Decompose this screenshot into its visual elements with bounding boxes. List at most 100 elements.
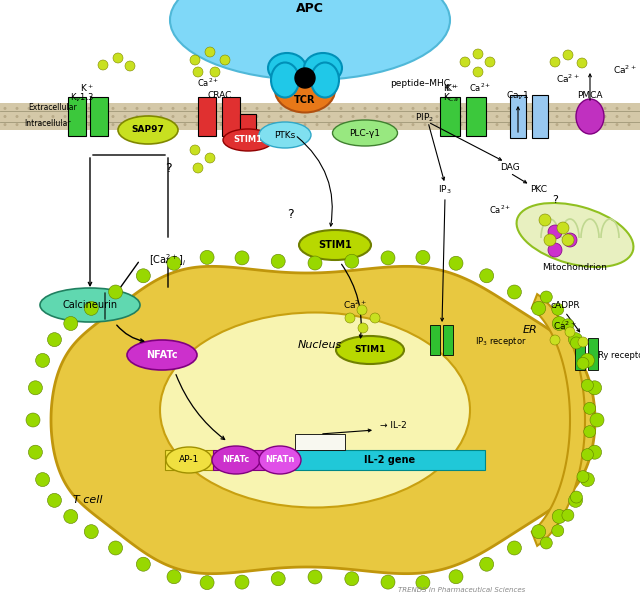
Circle shape bbox=[40, 107, 42, 110]
Circle shape bbox=[316, 115, 319, 118]
Circle shape bbox=[577, 470, 589, 482]
Ellipse shape bbox=[166, 447, 212, 473]
Ellipse shape bbox=[299, 230, 371, 260]
Circle shape bbox=[167, 256, 181, 270]
Circle shape bbox=[268, 123, 271, 126]
Text: ER: ER bbox=[523, 325, 538, 335]
Circle shape bbox=[303, 115, 307, 118]
Bar bbox=[222, 97, 240, 136]
Circle shape bbox=[15, 115, 19, 118]
Circle shape bbox=[195, 123, 198, 126]
Text: peptide–MHC: peptide–MHC bbox=[390, 78, 450, 88]
Circle shape bbox=[376, 107, 378, 110]
Circle shape bbox=[399, 115, 403, 118]
Circle shape bbox=[345, 254, 359, 268]
Ellipse shape bbox=[336, 336, 404, 364]
Circle shape bbox=[556, 107, 559, 110]
Circle shape bbox=[577, 58, 587, 68]
Circle shape bbox=[193, 163, 203, 173]
Text: APC: APC bbox=[296, 2, 324, 14]
Circle shape bbox=[63, 107, 67, 110]
Circle shape bbox=[280, 123, 282, 126]
Circle shape bbox=[460, 107, 463, 110]
Circle shape bbox=[495, 107, 499, 110]
Circle shape bbox=[579, 115, 582, 118]
Circle shape bbox=[303, 107, 307, 110]
Circle shape bbox=[399, 107, 403, 110]
Circle shape bbox=[552, 316, 566, 331]
Circle shape bbox=[376, 115, 378, 118]
Circle shape bbox=[255, 123, 259, 126]
Circle shape bbox=[552, 525, 564, 537]
Circle shape bbox=[568, 493, 582, 507]
Circle shape bbox=[159, 107, 163, 110]
Bar bbox=[240, 114, 256, 136]
Circle shape bbox=[412, 115, 415, 118]
Ellipse shape bbox=[223, 129, 273, 151]
Text: Ca$^{2+}$: Ca$^{2+}$ bbox=[489, 204, 511, 216]
Circle shape bbox=[616, 107, 618, 110]
Ellipse shape bbox=[268, 53, 306, 83]
Circle shape bbox=[508, 285, 522, 299]
Circle shape bbox=[604, 107, 607, 110]
Circle shape bbox=[351, 115, 355, 118]
Circle shape bbox=[28, 445, 42, 459]
Circle shape bbox=[303, 123, 307, 126]
Circle shape bbox=[591, 107, 595, 110]
Circle shape bbox=[243, 115, 246, 118]
Ellipse shape bbox=[212, 446, 260, 474]
Text: IL-2 gene: IL-2 gene bbox=[364, 455, 415, 465]
Circle shape bbox=[416, 576, 430, 590]
Circle shape bbox=[291, 123, 294, 126]
Circle shape bbox=[88, 107, 90, 110]
Circle shape bbox=[387, 115, 390, 118]
Circle shape bbox=[220, 107, 223, 110]
Circle shape bbox=[36, 353, 50, 367]
Ellipse shape bbox=[516, 203, 634, 267]
Circle shape bbox=[627, 115, 630, 118]
Circle shape bbox=[111, 123, 115, 126]
Circle shape bbox=[15, 123, 19, 126]
Circle shape bbox=[243, 123, 246, 126]
Circle shape bbox=[64, 509, 78, 524]
Circle shape bbox=[255, 115, 259, 118]
Circle shape bbox=[28, 115, 31, 118]
Circle shape bbox=[316, 123, 319, 126]
Circle shape bbox=[64, 316, 78, 331]
Circle shape bbox=[483, 123, 486, 126]
Circle shape bbox=[3, 115, 6, 118]
Text: PKC: PKC bbox=[530, 186, 547, 195]
Bar bbox=[295, 450, 485, 470]
Circle shape bbox=[243, 107, 246, 110]
Text: STIM1: STIM1 bbox=[355, 346, 386, 355]
Circle shape bbox=[235, 251, 249, 265]
Circle shape bbox=[147, 115, 150, 118]
Ellipse shape bbox=[275, 67, 335, 112]
Text: ?: ? bbox=[552, 195, 558, 205]
Text: NFATn: NFATn bbox=[266, 456, 294, 464]
Circle shape bbox=[447, 107, 451, 110]
Circle shape bbox=[136, 115, 138, 118]
Circle shape bbox=[271, 572, 285, 586]
Circle shape bbox=[98, 60, 108, 70]
Circle shape bbox=[255, 107, 259, 110]
Text: Mitochondrion: Mitochondrion bbox=[543, 263, 607, 272]
Text: K$^+$: K$^+$ bbox=[445, 82, 459, 94]
Circle shape bbox=[3, 123, 6, 126]
Circle shape bbox=[339, 115, 342, 118]
Circle shape bbox=[424, 107, 426, 110]
Circle shape bbox=[136, 107, 138, 110]
Circle shape bbox=[40, 123, 42, 126]
Circle shape bbox=[578, 337, 588, 347]
Circle shape bbox=[205, 153, 215, 163]
Circle shape bbox=[200, 250, 214, 264]
Text: PLC-γ1: PLC-γ1 bbox=[349, 128, 381, 137]
Circle shape bbox=[472, 123, 474, 126]
Text: Intracellular: Intracellular bbox=[24, 118, 70, 128]
Circle shape bbox=[580, 353, 595, 367]
Circle shape bbox=[63, 115, 67, 118]
Circle shape bbox=[508, 107, 511, 110]
Text: IP$_3$: IP$_3$ bbox=[438, 184, 452, 196]
Text: K$_V$1.3: K$_V$1.3 bbox=[70, 92, 94, 104]
Circle shape bbox=[435, 123, 438, 126]
